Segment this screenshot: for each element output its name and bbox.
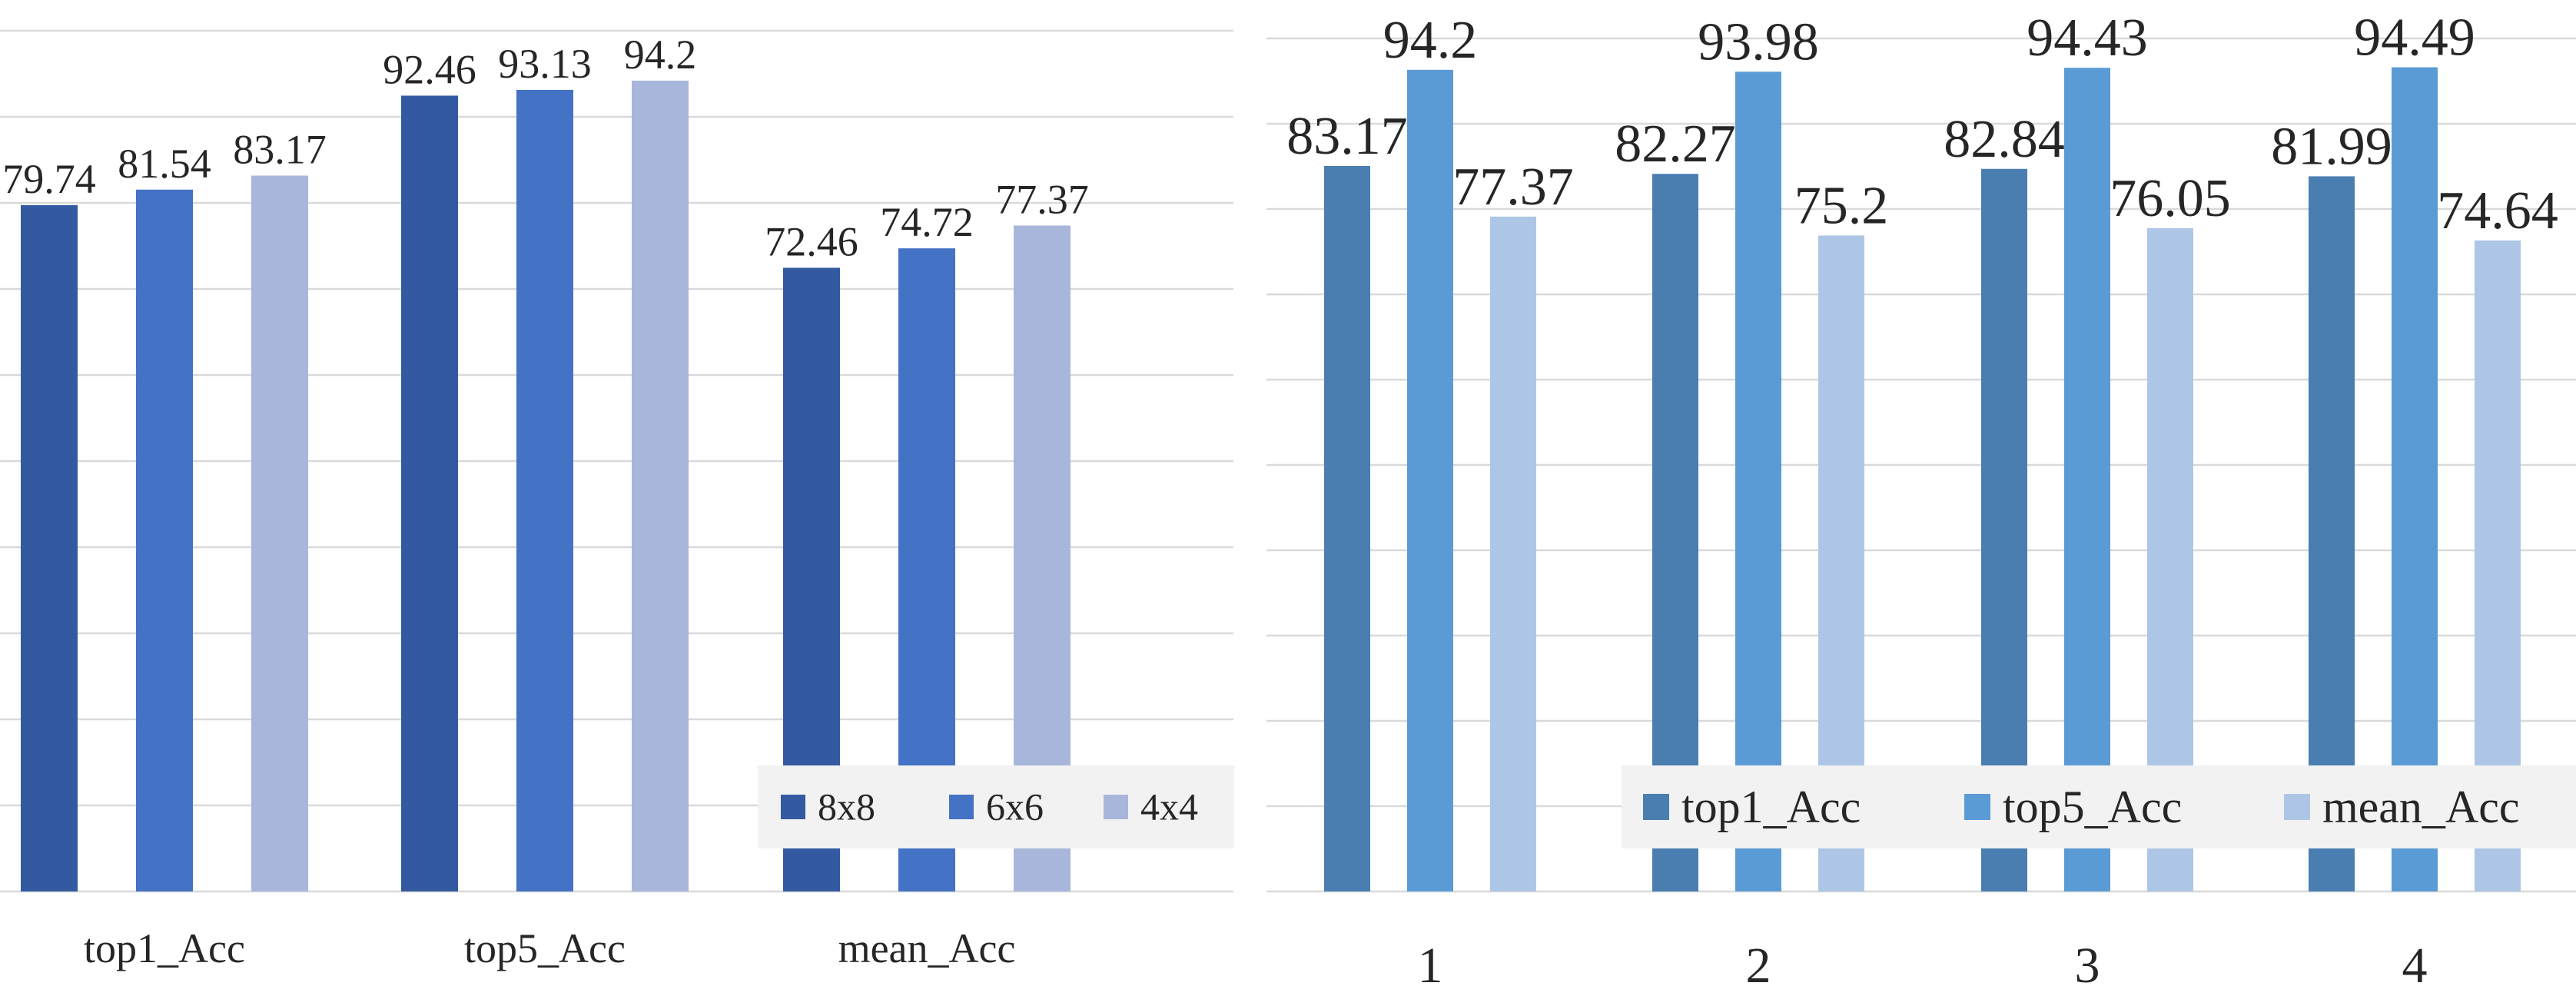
data-label: 94.2	[1383, 11, 1478, 70]
legend-swatch	[1643, 794, 1669, 820]
data-label: 81.54	[118, 141, 211, 187]
bar-top5_Acc-3	[2064, 68, 2110, 892]
chart-left: 79.74 81.54 83.17 top1_Acc 92.46 93.13 94.2 top…	[0, 0, 1245, 996]
data-label: 94.43	[2027, 8, 2148, 68]
x-tick-label: 4	[2402, 938, 2428, 994]
legend-swatch	[1964, 794, 1990, 820]
bar-top5_Acc-1	[1407, 69, 1453, 892]
data-label: 81.99	[2271, 117, 2392, 176]
data-label: 94.49	[2354, 8, 2475, 68]
chart-right: 83.17 94.2 77.37 1 82.27 93.98 75.2 2 82.84 94.43…	[1266, 0, 2576, 996]
bar-4x4-top5_Acc	[632, 80, 689, 892]
legend-swatch	[1104, 795, 1128, 819]
data-label: 92.46	[383, 46, 476, 92]
legend-box	[758, 765, 1234, 848]
data-label: 94.2	[624, 32, 697, 78]
legend-label: mean_Acc	[2322, 782, 2520, 832]
chart-right-svg: 83.17 94.2 77.37 1 82.27 93.98 75.2 2 82.84 94.43…	[1266, 8, 2576, 994]
bar-6x6-top5_Acc	[516, 89, 573, 892]
data-label: 79.74	[2, 156, 96, 202]
data-label: 82.84	[1944, 110, 2065, 169]
data-label: 74.64	[2437, 181, 2558, 241]
legend-label: 4x4	[1140, 785, 1198, 828]
x-tick-label: top1_Acc	[84, 925, 245, 971]
data-label: 77.37	[995, 176, 1089, 222]
x-tick-label: 1	[1418, 938, 1443, 994]
data-label: 76.05	[2110, 169, 2231, 228]
bar-6x6-top1_Acc	[136, 189, 193, 891]
legend-swatch	[781, 795, 805, 819]
data-label: 93.98	[1698, 12, 1819, 71]
data-label: 82.27	[1615, 115, 1736, 174]
legend-label: top5_Acc	[2003, 782, 2182, 832]
data-label: 75.2	[1794, 176, 1889, 235]
legend-swatch	[949, 795, 974, 819]
bar-mean_Acc-1	[1490, 216, 1536, 892]
legend-label: 6x6	[986, 785, 1044, 828]
data-label: 93.13	[498, 41, 592, 87]
data-label: 77.37	[1452, 158, 1574, 217]
legend-label: 8x8	[818, 785, 875, 828]
data-label: 74.72	[880, 199, 974, 245]
x-tick-label: mean_Acc	[838, 925, 1016, 971]
legend-swatch	[2284, 794, 2310, 820]
x-tick-label: top5_Acc	[464, 925, 626, 971]
chart-left-svg: 79.74 81.54 83.17 top1_Acc 92.46 93.13 94.2 top…	[0, 29, 1234, 971]
legend-label: top1_Acc	[1681, 782, 1861, 832]
legend-box	[1622, 765, 2576, 848]
bar-8x8-top1_Acc	[21, 204, 78, 891]
x-tick-label: 3	[2075, 938, 2100, 994]
bar-top5_Acc-4	[2392, 67, 2438, 892]
data-label: 83.17	[1286, 107, 1408, 166]
x-tick-label: 2	[1746, 938, 1771, 994]
data-label: 83.17	[233, 126, 327, 172]
bar-4x4-top1_Acc	[251, 175, 308, 892]
bar-top5_Acc-2	[1735, 71, 1781, 891]
data-label: 72.46	[765, 218, 858, 264]
bar-8x8-top5_Acc	[401, 95, 458, 891]
bar-top1_Acc-1	[1324, 166, 1370, 891]
